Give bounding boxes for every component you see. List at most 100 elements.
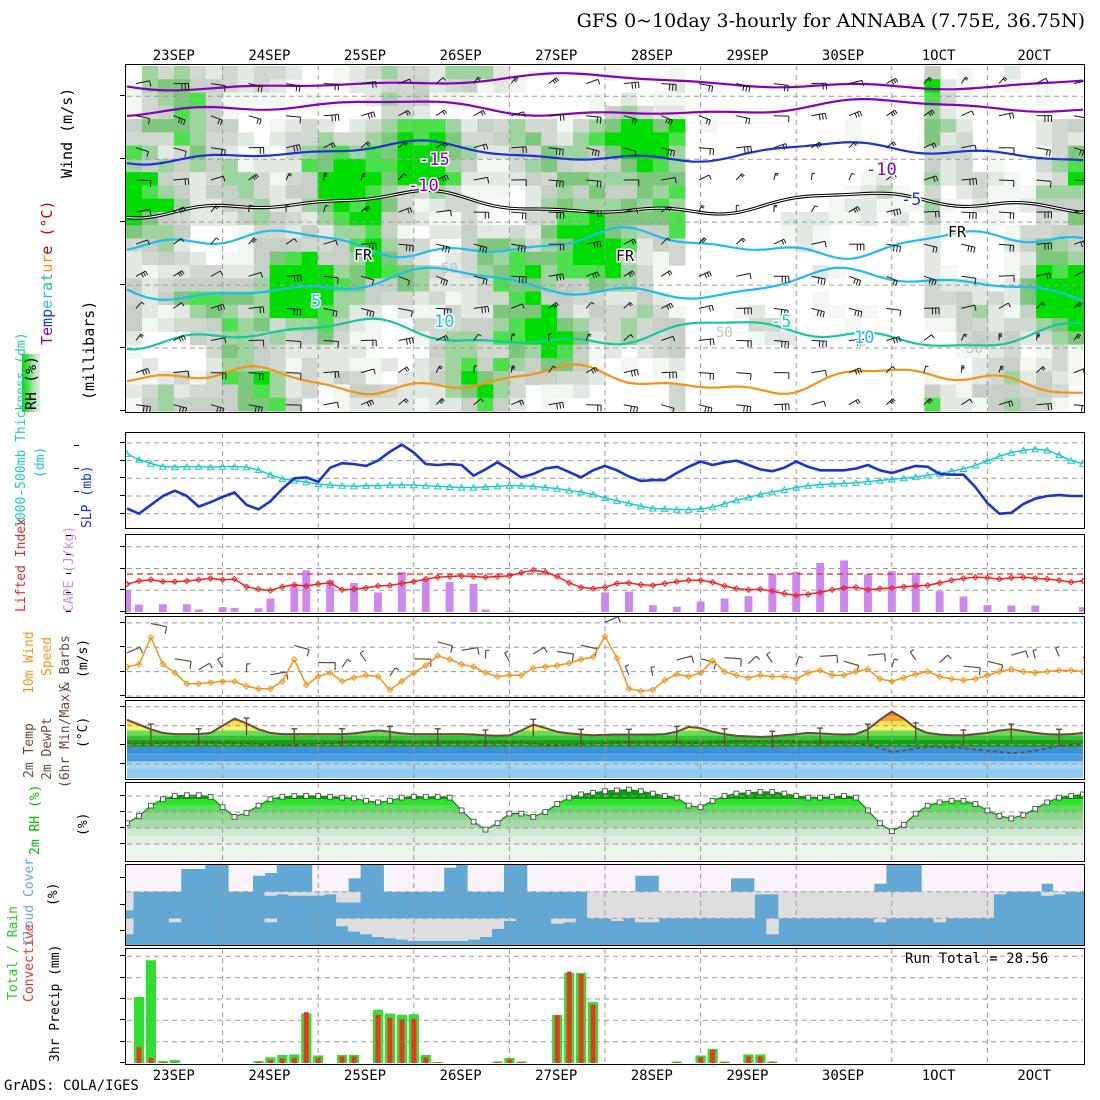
axis-title-thickness: 1000-500mb Thickness (dm)	[14, 332, 29, 528]
y-tick-mark	[120, 459, 125, 461]
svg-text:-5: -5	[771, 312, 791, 332]
axis-titles: Wind (m/s) Temperature (°C) RH (%) (milliba…	[0, 0, 125, 1100]
date-label-30sep: 30SEP	[821, 48, 865, 64]
y-tick-mark	[120, 998, 125, 999]
temp-yaxis: 3224168	[0, 0, 125, 764]
date-label-1oct: 1OCT	[921, 1068, 956, 1084]
y-tick-mark	[120, 512, 125, 514]
panel-3hr-precip[interactable]	[125, 948, 1085, 1065]
y-tick-mark	[120, 827, 125, 828]
axis-title-wind-barbs: & Barbs	[58, 635, 73, 690]
y-tick-mark	[120, 843, 125, 844]
axis-title-wind: Wind (m/s)	[58, 87, 76, 178]
date-label-23sep: 23SEP	[152, 48, 195, 64]
axis-title-3hr-precip: 3hr Precip (mm)	[48, 944, 63, 1062]
y-tick-mark	[74, 467, 79, 469]
y-tick-mark	[120, 610, 125, 612]
y-tick-mark	[74, 514, 79, 516]
axis-title-precip-convective: Convective	[22, 923, 37, 1002]
axis-title-2m-dewpt: 2m DewPt	[40, 717, 55, 780]
precip-yaxis: 4.23.362.521.680.840	[0, 0, 125, 1063]
svg-text:5: 5	[311, 292, 321, 312]
slp-yaxis: 10121014101610181020560564568572	[0, 0, 125, 516]
y-tick-mark	[120, 811, 125, 812]
y-tick-mark	[66, 573, 71, 574]
y-tick-mark	[120, 1040, 125, 1042]
y-tick-mark	[120, 955, 125, 957]
y-tick-mark	[120, 621, 125, 623]
y-tick-mark	[66, 611, 71, 612]
svg-text:FR: FR	[354, 246, 373, 264]
y-tick-mark	[120, 1062, 125, 1063]
date-label-23sep: 23SEP	[152, 1068, 195, 1084]
axis-title-temp-unit: (°C)	[76, 716, 91, 748]
axis-title-10m-wind: 10m Wind	[22, 631, 37, 694]
svg-text:50: 50	[716, 325, 733, 341]
svg-text:-10: -10	[866, 160, 897, 180]
panel-10m-wind[interactable]	[125, 616, 1085, 698]
y-tick-mark	[120, 589, 125, 591]
date-label-30sep: 30SEP	[821, 1068, 865, 1084]
date-label-29sep: 29SEP	[726, 48, 769, 64]
y-tick-mark	[120, 695, 125, 696]
svg-text:10: 10	[854, 328, 874, 348]
axis-title-temperature: Temperature (°C)	[38, 200, 56, 346]
date-label-2oct: 2OCT	[1017, 48, 1052, 64]
y-tick-mark	[120, 347, 125, 349]
cloud-yaxis: highmiddlelow	[0, 0, 125, 932]
y-tick-mark	[120, 705, 125, 707]
y-tick-mark	[66, 554, 71, 555]
y-tick-mark	[120, 495, 125, 496]
y-tick-mark	[120, 762, 125, 764]
svg-text:FR: FR	[616, 247, 635, 265]
y-tick-mark	[120, 477, 125, 479]
y-tick-mark	[120, 795, 125, 796]
axis-title-minmax: (6hr Min/Max)	[58, 686, 73, 788]
panel-cape-lifted-index[interactable]	[125, 534, 1085, 614]
y-tick-mark	[120, 410, 125, 411]
axis-title-slp: SLP (mb)	[80, 465, 95, 528]
y-tick-mark	[74, 491, 79, 493]
svg-text:-5: -5	[901, 190, 921, 210]
y-tick-mark	[66, 535, 71, 536]
axis-title-rh-unit: (%)	[76, 812, 91, 836]
date-label-26sep: 26SEP	[439, 1068, 482, 1084]
svg-text:FR: FR	[948, 223, 967, 241]
svg-text:30: 30	[966, 341, 983, 357]
panel-2m-rh[interactable]	[125, 782, 1085, 862]
axis-title-thickness-unit: (dm)	[33, 446, 48, 478]
y-tick-mark	[120, 1019, 125, 1021]
y-tick-mark	[120, 567, 125, 569]
axis-title-precip-total: Total / Rain	[6, 906, 21, 1000]
date-label-26sep: 26SEP	[439, 48, 482, 64]
axis-title-cape: CAPE (J/kg)	[62, 525, 77, 612]
y-tick-mark	[120, 903, 125, 905]
svg-text:10: 10	[434, 312, 454, 332]
date-label-25sep: 25SEP	[343, 48, 387, 64]
panel-2m-temp-dewpoint[interactable]	[125, 700, 1085, 780]
y-tick-mark	[66, 592, 71, 593]
axis-title-2m-temp: 2m Temp	[22, 723, 37, 778]
y-tick-mark	[120, 670, 125, 672]
panel-cloud-cover[interactable]	[125, 864, 1085, 946]
y-tick-mark	[120, 158, 125, 160]
y-tick-mark	[120, 95, 125, 97]
y-tick-mark	[120, 284, 125, 286]
footer-credit: GrADS: COLA/IGES	[4, 1078, 139, 1094]
axis-title-wind-speed: Speed	[40, 636, 55, 676]
sounding-yaxis: 5006007008009001000	[0, 0, 125, 411]
y-tick-mark	[120, 545, 125, 547]
date-label-1oct: 1OCT	[921, 48, 956, 64]
date-label-27sep: 27SEP	[535, 1068, 578, 1084]
date-label-24sep: 24SEP	[248, 48, 291, 64]
axis-title-cloud-unit: (%)	[46, 882, 61, 906]
y-tick-mark	[120, 221, 125, 223]
svg-text:-15: -15	[419, 150, 450, 170]
axis-title-pressure: (millibars)	[80, 300, 98, 400]
axis-title-2m-rh: 2m RH (%)	[28, 784, 43, 855]
top-date-axis: 23SEP 24SEP 25SEP 26SEP 27SEP 28SEP 29SEP 30SEP…	[0, 48, 1100, 66]
svg-text:-10: -10	[408, 176, 439, 196]
panel-slp-thickness[interactable]	[125, 432, 1085, 529]
date-label-29sep: 29SEP	[726, 1068, 769, 1084]
panel-upper-air-sounding[interactable]: 50 30 50 50 -15 -10 -10 -5 -5 5 10 10 FR FR FR	[125, 64, 1085, 413]
